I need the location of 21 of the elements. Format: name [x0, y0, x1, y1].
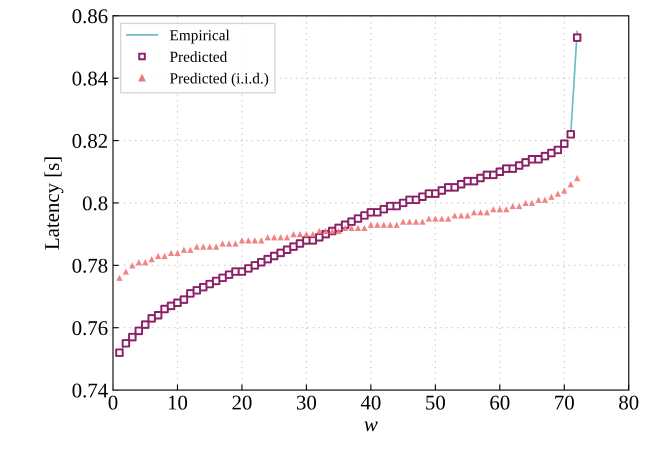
x-tick-label: 50	[426, 396, 445, 410]
y-tick-label: 0.82	[72, 134, 107, 148]
y-tick-label: 0.76	[72, 321, 108, 336]
y-tick-label: 0.74	[72, 383, 108, 398]
y-tick-label: 0.84	[72, 72, 108, 86]
legend-label: Predicted	[170, 51, 228, 62]
x-tick-label: 40	[360, 396, 380, 410]
y-tick-label: 0.8	[82, 196, 108, 210]
legend-label: Predicted (i.i.d.)	[170, 72, 268, 87]
x-tick-label: 0	[108, 396, 118, 410]
legend-label: Empirical	[170, 30, 230, 44]
x-tick-label: 20	[232, 396, 252, 410]
x-axis-title: w	[364, 422, 378, 432]
x-tick-label: 10	[168, 396, 188, 410]
x-tick-label: 60	[490, 396, 510, 410]
y-tick-label: 0.78	[72, 258, 108, 273]
x-tick-label: 80	[619, 396, 638, 410]
y-axis-title: Latency [s]	[44, 157, 64, 250]
x-tick-label: 30	[296, 396, 316, 410]
x-tick-label: 70	[555, 396, 574, 410]
y-tick-label: 0.86	[72, 9, 108, 24]
